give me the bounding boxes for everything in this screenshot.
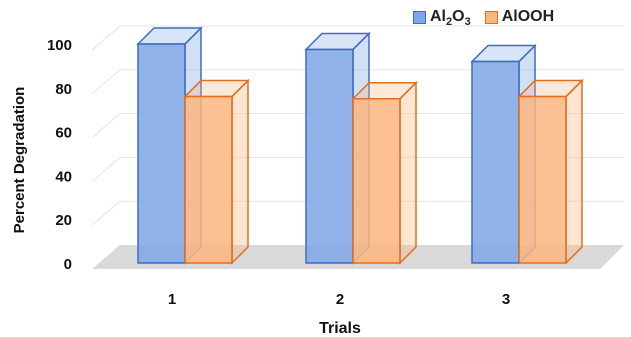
bar-front	[518, 95, 567, 264]
gridline	[91, 113, 624, 138]
bar-side	[399, 80, 417, 265]
y-tick-label: 20	[55, 212, 72, 229]
bar-front	[184, 95, 233, 264]
legend-item-alooh: AlOOH	[484, 8, 555, 26]
bar-front	[305, 48, 354, 264]
gridline	[91, 25, 624, 51]
legend-label-alooh: AlOOH	[501, 8, 555, 25]
x-tick-label: 2	[336, 291, 344, 308]
bar-front	[137, 43, 186, 264]
legend: Al2O3 AlOOH	[413, 8, 568, 28]
x-tick-label: 3	[502, 291, 510, 308]
bar-front	[471, 60, 520, 264]
y-tick-label: 100	[47, 37, 72, 54]
y-tick-label: 60	[55, 125, 72, 142]
gridline	[91, 200, 624, 226]
gridlines	[91, 25, 624, 226]
legend-item-al2o3: Al2O3	[413, 8, 471, 28]
x-tick-label: 1	[168, 291, 176, 308]
bar	[517, 78, 584, 265]
legend-label-al2o3: Al2O3	[430, 8, 471, 28]
x-tick-labels: 1 2 3	[168, 291, 510, 308]
legend-swatch-alooh	[484, 10, 498, 24]
bar-front	[352, 98, 401, 264]
bar	[136, 26, 203, 265]
legend-swatch-al2o3	[413, 10, 426, 24]
bar	[183, 78, 250, 265]
y-axis-label: Percent Degradation	[11, 87, 28, 234]
y-tick-label: 40	[55, 168, 72, 185]
bar-side	[565, 78, 583, 265]
gridline	[91, 156, 624, 182]
bars	[136, 26, 584, 265]
x-axis-label: Trials	[319, 320, 361, 337]
bar-side	[231, 78, 249, 265]
bar	[351, 80, 418, 265]
y-tick-label: 80	[55, 81, 72, 98]
y-tick-labels: 0 20 40 60 80 100	[47, 37, 72, 273]
y-tick-label: 0	[64, 256, 72, 273]
gridline	[91, 69, 624, 95]
